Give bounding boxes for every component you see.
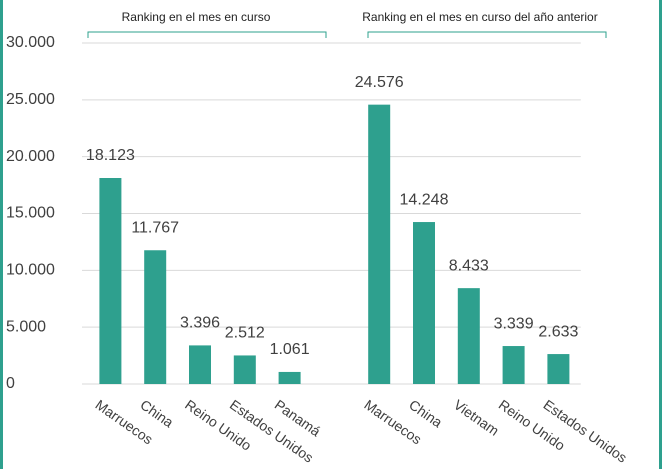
value-label: 3.396 (180, 315, 220, 332)
bar (144, 250, 167, 384)
annotation: Ranking en el mes en curso (122, 10, 271, 24)
bar (368, 104, 391, 384)
bar (278, 371, 301, 384)
y-tick-label: 5.000 (6, 318, 46, 335)
bar (457, 288, 480, 384)
value-label: 2.633 (538, 323, 578, 340)
value-label: 11.767 (131, 219, 179, 236)
y-tick-label: 15.000 (6, 205, 55, 222)
bar (233, 355, 256, 384)
bar (413, 222, 435, 384)
y-tick-label: 30.000 (6, 34, 55, 51)
bar (99, 178, 122, 384)
annotation: Ranking en el mes en curso del año anter… (362, 10, 597, 24)
value-label: 2.512 (225, 325, 265, 342)
value-label: 24.576 (355, 74, 404, 91)
bar (502, 346, 525, 384)
value-label: 18.123 (86, 147, 135, 164)
y-tick-label: 25.000 (6, 91, 55, 108)
y-tick-label: 0 (6, 375, 15, 392)
value-label: 1.061 (270, 341, 310, 358)
x-tick-label: Vietnam (451, 396, 502, 438)
bracket (367, 31, 607, 38)
value-label: 14.248 (400, 191, 449, 208)
y-tick-label: 10.000 (6, 262, 55, 279)
bracket (87, 31, 327, 38)
value-label: 8.433 (449, 257, 489, 274)
bar (547, 354, 570, 384)
value-label: 3.339 (494, 315, 534, 332)
bar (189, 345, 211, 384)
y-tick-label: 20.000 (6, 148, 55, 165)
